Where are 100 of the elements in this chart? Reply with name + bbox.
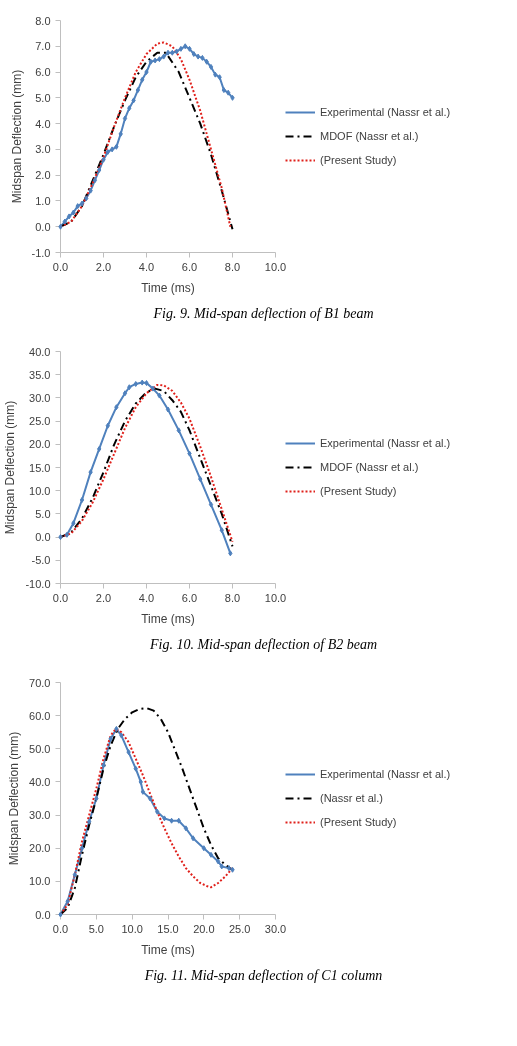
point [161, 53, 166, 60]
point [65, 898, 70, 905]
point [176, 817, 181, 824]
point [157, 56, 162, 63]
point [221, 87, 227, 94]
point [217, 74, 222, 81]
point [66, 213, 72, 220]
x-axis-title: Time (ms) [141, 611, 195, 626]
point [79, 200, 85, 207]
point [176, 427, 181, 434]
point [58, 223, 63, 230]
point [133, 765, 138, 772]
y-tick-label: 8.0 [35, 14, 51, 27]
point [127, 105, 132, 112]
point [97, 445, 102, 452]
y-tick-label: 5.0 [35, 91, 51, 104]
x-tick-label: 0.0 [52, 260, 69, 273]
point [190, 835, 196, 842]
x-axis-title: Time (ms) [141, 280, 195, 295]
x-tick-label: 0.0 [52, 922, 69, 935]
point [58, 911, 63, 918]
x-tick-label: 6.0 [181, 260, 198, 273]
y-tick-label: 40.0 [29, 775, 51, 788]
point [140, 788, 146, 795]
point [155, 808, 160, 815]
y-tick-label: 10.0 [29, 484, 51, 497]
x-tick-label: 2.0 [95, 591, 112, 604]
point [58, 534, 63, 541]
y-tick-label: 0.0 [35, 908, 51, 921]
y-tick-label: 10.0 [29, 875, 51, 888]
point [208, 501, 214, 508]
point [170, 49, 175, 56]
caption: Fig. 10. Mid-span deflection of B2 beam [149, 636, 378, 654]
point [92, 177, 98, 184]
y-tick-label: 50.0 [29, 742, 51, 755]
x-tick-label: 15.0 [157, 922, 179, 935]
point [169, 817, 174, 824]
point [140, 379, 145, 386]
y-tick-label: -10.0 [25, 577, 51, 590]
x-tick-label: 2.0 [95, 260, 112, 273]
x-tick-label: 10.0 [264, 260, 287, 273]
point [87, 818, 92, 825]
y-tick-label: 70.0 [29, 676, 51, 689]
point [109, 146, 115, 153]
point [126, 749, 131, 756]
y-tick-label: 1.0 [35, 194, 51, 207]
point [219, 527, 224, 534]
point [147, 795, 153, 802]
point [131, 97, 136, 104]
x-tick-label: 20.0 [193, 922, 215, 935]
point [144, 380, 149, 387]
y-axis-title: Midspan Deflection (mm) [3, 400, 18, 535]
x-tick-label: 4.0 [138, 260, 155, 273]
point [174, 48, 179, 55]
point [187, 450, 192, 457]
x-tick-label: 6.0 [181, 591, 198, 604]
point [114, 143, 119, 150]
x-axis-title: Time (ms) [141, 942, 195, 957]
y-tick-label: 0.0 [35, 531, 51, 544]
x-tick-label: 0.0 [52, 591, 69, 604]
legend-label: (Present Study) [320, 816, 397, 828]
y-tick-label: 7.0 [35, 40, 51, 53]
x-tick-label: 4.0 [138, 591, 155, 604]
y-tick-label: -5.0 [31, 554, 51, 567]
legend-label: MDOF (Nassr et al.) [320, 461, 419, 473]
y-axis-title: Midspan Deflection (mm) [9, 69, 24, 204]
point [119, 732, 124, 739]
point [148, 58, 153, 65]
y-tick-label: 6.0 [35, 66, 51, 79]
point [208, 851, 214, 858]
y-tick-label: 20.0 [29, 438, 51, 451]
point [101, 762, 106, 769]
y-tick-label: -1.0 [31, 246, 51, 259]
point [133, 380, 138, 387]
x-tick-label: 10.0 [264, 591, 287, 604]
y-tick-label: 4.0 [35, 117, 51, 130]
point [144, 69, 149, 76]
point [140, 76, 145, 83]
point [157, 392, 162, 399]
point [127, 384, 132, 391]
y-tick-label: 30.0 [29, 391, 51, 404]
caption: Fig. 11. Mid-span deflection of C1 column [144, 967, 383, 985]
point [200, 54, 205, 61]
legend-label: (Nassr et al.) [320, 792, 383, 804]
point [114, 404, 119, 411]
x-tick-label: 5.0 [88, 922, 104, 935]
point [226, 89, 231, 96]
legend-label: (Present Study) [320, 485, 397, 497]
point [75, 203, 80, 210]
x-tick-label: 10.0 [121, 922, 143, 935]
point [105, 148, 110, 155]
point [64, 531, 70, 538]
point [187, 45, 192, 52]
point [105, 422, 110, 429]
point [195, 53, 201, 60]
legend-label: MDOF (Nassr et al.) [320, 130, 419, 142]
point [201, 845, 206, 852]
y-tick-label: 2.0 [35, 169, 51, 182]
y-tick-label: 20.0 [29, 842, 51, 855]
point [79, 845, 85, 852]
